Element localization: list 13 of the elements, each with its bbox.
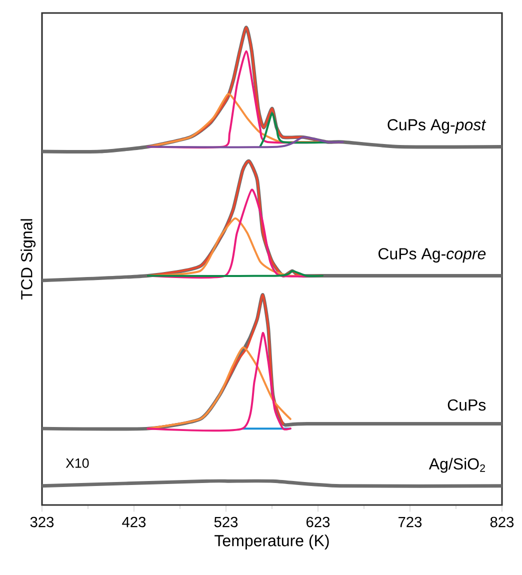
x-tick-label: 423 bbox=[122, 516, 146, 528]
y-axis-title: TCD Signal bbox=[20, 219, 36, 300]
series-label: Ag/SiO$_{2}$ bbox=[428, 458, 485, 473]
x-tick-label: 323 bbox=[30, 516, 54, 528]
series-label: CuPs Ag-post bbox=[388, 119, 486, 134]
series-label: CuPs bbox=[448, 399, 486, 411]
x-tick-label: 523 bbox=[214, 516, 238, 528]
series-label: CuPs Ag-copre bbox=[378, 248, 486, 263]
x-axis-title: Temperature (K) bbox=[214, 534, 329, 550]
x-tick-label: 823 bbox=[490, 516, 514, 528]
annotation: X10 bbox=[66, 458, 89, 468]
x-tick-label: 623 bbox=[306, 516, 330, 528]
x-tick-label: 723 bbox=[398, 516, 422, 528]
